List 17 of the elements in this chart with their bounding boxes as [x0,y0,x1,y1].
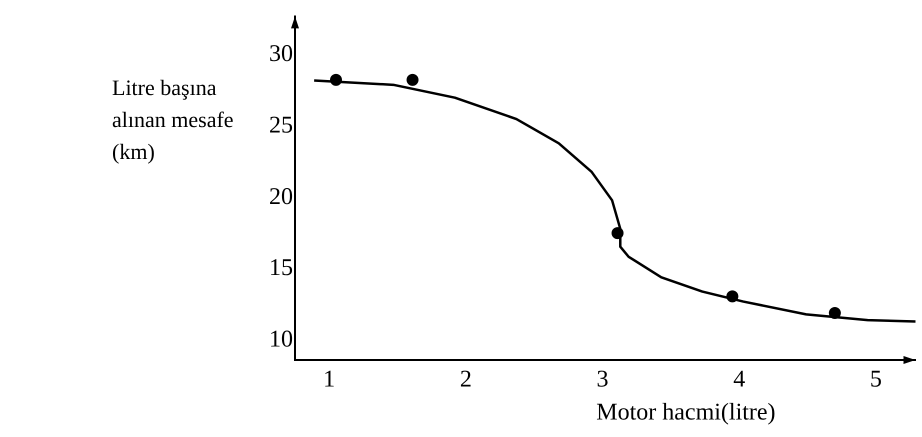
x-axis-title: Motor hacmi(litre) [596,399,776,426]
x-tick-label: 3 [596,366,609,393]
y-tick-label: 10 [269,326,293,352]
point [828,306,841,319]
point [330,74,342,86]
y-tick-label: 25 [269,112,293,138]
x-tick-label: 1 [323,366,336,393]
point [406,74,419,86]
point [726,290,738,302]
y-tick-label: 30 [269,41,293,68]
y-axis-title: Litre başına alınan mesafe (km) [112,74,235,166]
y-tick-label: 20 [269,184,293,210]
x-tick-label: 2 [460,366,472,393]
point [612,227,624,240]
y-tick-label: 15 [269,255,293,282]
x-tick-label: 4 [733,366,746,393]
x-tick-label: 5 [870,366,882,393]
